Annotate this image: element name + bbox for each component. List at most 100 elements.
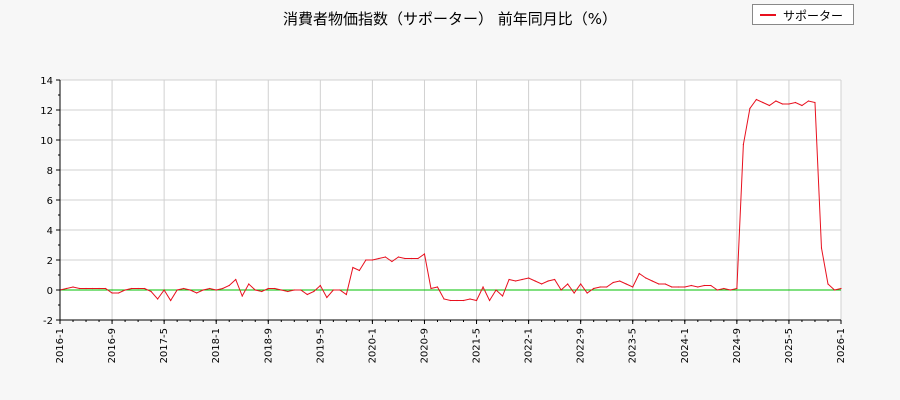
data-point — [170, 299, 172, 302]
data-point — [365, 259, 367, 261]
data-point — [586, 292, 588, 294]
data-point — [248, 283, 250, 285]
data-point — [430, 287, 432, 290]
data-point — [606, 286, 608, 288]
data-point — [508, 278, 510, 281]
data-point — [319, 284, 321, 287]
data-point — [163, 289, 165, 291]
data-point — [358, 269, 360, 272]
data-point — [65, 287, 68, 290]
data-point — [104, 287, 107, 290]
data-point — [560, 289, 562, 291]
data-point — [645, 277, 647, 279]
data-point — [72, 286, 74, 288]
data-point — [781, 103, 784, 105]
data-point — [573, 292, 575, 294]
data-point — [215, 289, 217, 291]
y-tick-label: 8 — [47, 166, 53, 177]
data-point — [261, 290, 263, 293]
y-tick-labels: -2 0 2 4 6 8 10 12 14 — [40, 76, 53, 327]
data-point — [729, 289, 731, 291]
data-point — [183, 287, 185, 290]
data-point — [332, 289, 334, 291]
x-tick-label: 2018-1 — [211, 328, 222, 363]
x-tick-label: 2024-1 — [680, 328, 691, 363]
x-tick-label: 2019-5 — [315, 328, 326, 363]
data-point — [423, 253, 426, 255]
data-point — [85, 287, 87, 290]
x-tick-labels: 2016-1 2016-9 2017-5 2018-1 2018-9 2019-5 2020… — [55, 328, 847, 363]
data-point — [475, 299, 478, 302]
x-tick-label: 2016-9 — [107, 328, 118, 363]
data-point — [98, 287, 100, 290]
data-point — [521, 278, 523, 281]
data-point — [209, 287, 211, 290]
data-point — [91, 287, 94, 290]
data-point — [404, 257, 406, 260]
data-point — [235, 278, 237, 281]
data-point — [202, 289, 204, 291]
data-point — [580, 283, 582, 285]
legend-swatch — [760, 14, 776, 16]
data-point — [632, 286, 634, 288]
data-point — [554, 278, 556, 281]
data-point — [326, 296, 328, 299]
data-point — [117, 292, 120, 294]
data-point — [176, 289, 178, 291]
data-point — [352, 266, 354, 269]
data-point — [612, 281, 614, 284]
data-point — [462, 299, 465, 302]
data-point — [651, 280, 653, 282]
data-point — [723, 287, 725, 290]
y-tick-label: -2 — [43, 316, 53, 327]
x-tick-label: 2026-1 — [836, 328, 847, 363]
data-point — [762, 101, 764, 104]
axes — [56, 79, 842, 324]
x-tick-label: 2022-1 — [524, 328, 535, 363]
data-point — [150, 290, 152, 293]
data-point — [671, 286, 673, 288]
data-point — [397, 256, 400, 258]
data-point — [241, 295, 243, 297]
data-point — [228, 284, 230, 287]
x-tick-label: 2021-5 — [472, 328, 483, 363]
y-tick-label: 2 — [47, 256, 53, 267]
legend: サポーター — [752, 4, 854, 25]
data-point — [684, 286, 686, 288]
data-point — [833, 289, 836, 291]
data-point — [196, 292, 198, 294]
y-tick-label: 0 — [47, 286, 53, 297]
data-point — [528, 277, 530, 279]
data-point — [593, 287, 595, 290]
data-point — [222, 287, 224, 290]
data-point — [658, 283, 660, 285]
data-point — [488, 299, 491, 302]
chart-title: 消費者物価指数（サポーター） 前年同月比（%） — [282, 10, 618, 28]
data-point — [469, 298, 471, 300]
data-point — [417, 257, 419, 260]
legend-label: サポーター — [783, 9, 844, 23]
data-point — [788, 103, 790, 105]
data-point — [267, 287, 269, 290]
data-point — [697, 286, 699, 288]
x-tick-label: 2023-5 — [628, 328, 639, 363]
data-point — [274, 287, 276, 290]
y-tick-label: 6 — [47, 196, 53, 207]
data-point — [501, 295, 504, 297]
data-point — [638, 272, 640, 275]
data-point — [306, 293, 308, 296]
data-point — [371, 259, 373, 261]
data-point — [567, 283, 569, 285]
data-point — [703, 284, 705, 287]
x-tick-label: 2020-1 — [367, 328, 378, 363]
data-point — [130, 287, 133, 290]
data-point — [807, 100, 810, 102]
data-point — [514, 280, 517, 282]
data-point — [189, 289, 191, 291]
data-point — [111, 292, 113, 294]
data-point — [827, 283, 829, 285]
data-point — [300, 289, 302, 291]
data-point — [814, 101, 816, 104]
data-point — [768, 104, 771, 107]
